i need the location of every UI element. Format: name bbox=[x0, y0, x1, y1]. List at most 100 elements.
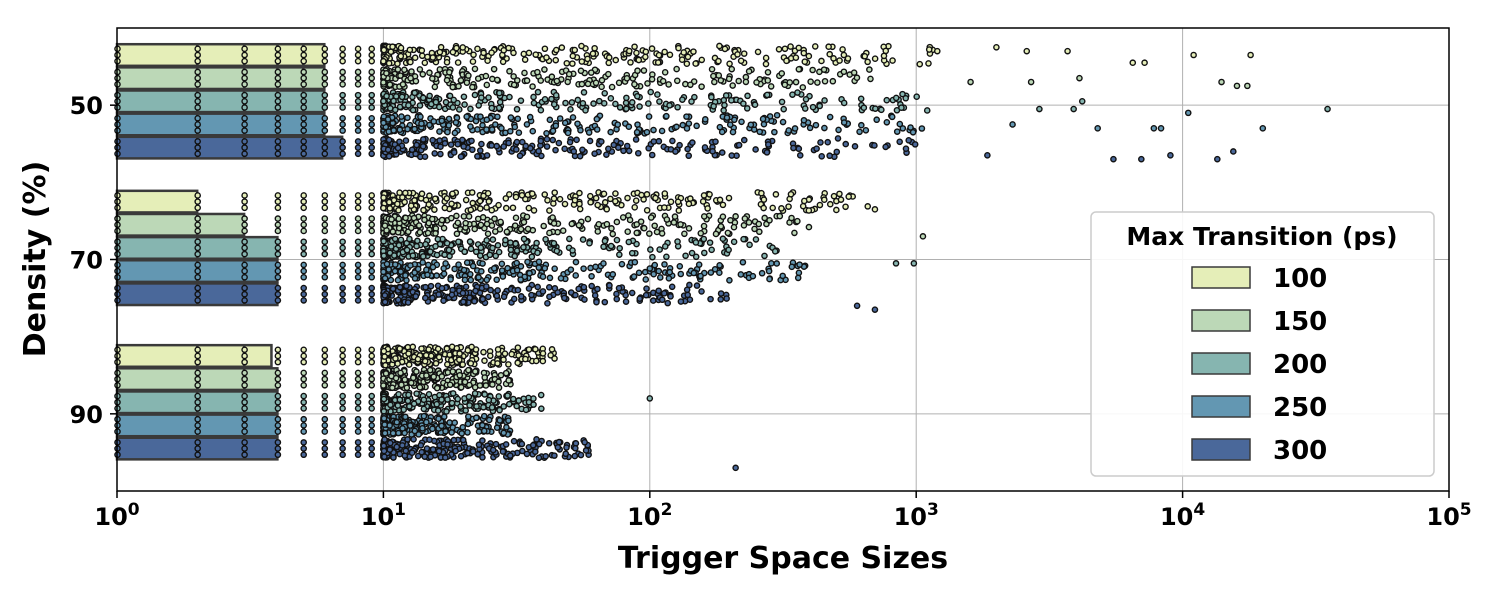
data-point bbox=[354, 91, 362, 99]
data-point bbox=[544, 300, 551, 307]
data-point bbox=[451, 419, 459, 427]
data-point bbox=[591, 150, 598, 157]
data-point bbox=[919, 233, 927, 240]
data-point bbox=[241, 451, 248, 459]
data-point bbox=[368, 439, 376, 446]
data-point bbox=[321, 405, 329, 412]
data-point bbox=[671, 213, 679, 220]
data-point bbox=[488, 206, 496, 214]
data-point bbox=[778, 70, 786, 77]
data-point bbox=[241, 392, 248, 400]
data-point bbox=[467, 276, 475, 284]
data-point bbox=[354, 57, 362, 65]
data-point bbox=[749, 272, 757, 280]
data-point bbox=[692, 239, 700, 246]
data-point bbox=[426, 69, 433, 77]
data-point bbox=[241, 428, 248, 435]
data-point bbox=[300, 358, 308, 366]
data-point bbox=[354, 284, 362, 292]
data-point bbox=[600, 190, 608, 198]
data-point bbox=[241, 439, 248, 446]
data-point bbox=[413, 368, 420, 375]
data-point bbox=[537, 106, 545, 114]
data-point bbox=[522, 142, 530, 150]
data-point bbox=[909, 128, 917, 136]
data-point bbox=[368, 127, 376, 134]
data-point bbox=[717, 290, 725, 297]
data-point bbox=[194, 121, 201, 128]
data-point bbox=[368, 221, 376, 229]
data-point bbox=[704, 205, 711, 212]
data-point bbox=[665, 275, 673, 282]
data-point bbox=[399, 442, 406, 449]
data-point bbox=[433, 384, 441, 392]
data-point bbox=[300, 375, 308, 383]
data-point bbox=[528, 291, 535, 299]
data-point bbox=[603, 205, 611, 213]
data-point bbox=[544, 197, 551, 204]
data-point bbox=[241, 422, 248, 429]
data-point bbox=[438, 216, 446, 224]
data-point bbox=[553, 77, 561, 85]
data-point bbox=[674, 103, 681, 111]
data-point bbox=[792, 78, 800, 86]
data-point bbox=[647, 88, 655, 96]
data-point bbox=[643, 207, 651, 214]
data-point bbox=[339, 121, 346, 128]
data-point bbox=[368, 250, 376, 258]
data-point bbox=[692, 60, 699, 67]
data-point bbox=[769, 204, 777, 212]
data-point bbox=[413, 390, 420, 397]
data-point bbox=[623, 105, 630, 113]
data-point bbox=[677, 221, 684, 228]
data-point bbox=[711, 265, 719, 273]
data-point bbox=[396, 126, 404, 134]
data-point bbox=[321, 227, 329, 235]
data-point bbox=[354, 68, 362, 76]
data-point bbox=[491, 121, 499, 128]
data-point bbox=[435, 415, 442, 423]
data-point bbox=[638, 191, 645, 199]
data-point bbox=[448, 200, 455, 208]
data-point bbox=[490, 265, 498, 272]
data-point bbox=[514, 115, 522, 123]
data-point bbox=[300, 369, 308, 377]
data-point bbox=[354, 150, 362, 158]
data-point bbox=[368, 45, 376, 53]
bar-layer bbox=[115, 42, 344, 461]
data-point bbox=[726, 60, 733, 68]
data-point bbox=[274, 238, 282, 246]
data-point bbox=[612, 198, 619, 205]
data-point bbox=[688, 249, 696, 257]
data-point bbox=[584, 55, 591, 63]
data-point bbox=[812, 121, 820, 129]
data-point bbox=[765, 267, 773, 275]
data-point bbox=[386, 205, 394, 212]
data-point bbox=[537, 391, 545, 399]
data-point bbox=[740, 50, 748, 57]
data-point bbox=[561, 119, 569, 127]
data-point bbox=[850, 69, 858, 76]
data-point bbox=[790, 144, 797, 152]
data-point bbox=[707, 295, 714, 303]
data-point bbox=[485, 416, 493, 424]
bar-150 bbox=[115, 212, 246, 237]
data-point bbox=[816, 201, 824, 209]
data-point bbox=[562, 450, 570, 458]
data-point bbox=[600, 243, 607, 251]
data-point bbox=[451, 129, 459, 137]
data-point bbox=[300, 238, 308, 246]
data-point bbox=[339, 127, 346, 134]
data-point bbox=[1233, 82, 1241, 90]
data-point bbox=[558, 44, 566, 51]
data-point bbox=[799, 202, 807, 210]
data-point bbox=[780, 105, 788, 113]
data-point bbox=[805, 52, 813, 60]
data-point bbox=[455, 82, 462, 90]
data-point bbox=[706, 239, 714, 246]
data-point bbox=[395, 224, 403, 232]
data-point bbox=[339, 369, 346, 377]
data-point bbox=[549, 136, 557, 144]
data-point bbox=[553, 247, 561, 255]
data-point bbox=[354, 273, 362, 281]
